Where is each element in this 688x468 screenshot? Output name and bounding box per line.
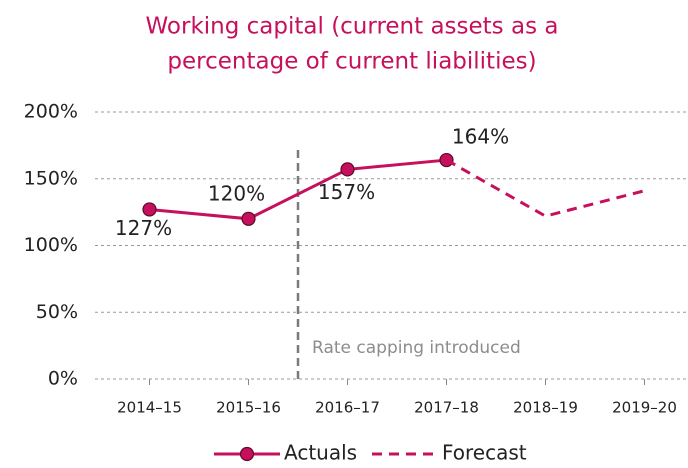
marker bbox=[340, 162, 355, 177]
chart-title: Working capital (current assets as a bbox=[146, 14, 559, 40]
data-label: 164% bbox=[452, 125, 509, 149]
series-line bbox=[445, 158, 645, 218]
x-tick-label: 2018–19 bbox=[513, 399, 578, 417]
x-tick-label: 2017–18 bbox=[414, 399, 479, 417]
y-tick-label: 150% bbox=[24, 167, 78, 189]
y-tick-label: 0% bbox=[48, 368, 78, 390]
series-line bbox=[149, 158, 447, 221]
data-label: 127% bbox=[115, 216, 172, 240]
x-tick-label: 2016–17 bbox=[315, 399, 380, 417]
x-tick-label: 2014–15 bbox=[117, 399, 182, 417]
marker bbox=[142, 202, 157, 217]
data-label: 157% bbox=[318, 180, 375, 204]
legend-label: Actuals bbox=[284, 441, 357, 465]
x-tick-label: 2019–20 bbox=[612, 399, 677, 417]
chart-title: percentage of current liabilities) bbox=[167, 49, 536, 75]
y-tick-label: 200% bbox=[24, 101, 78, 123]
legend-label: Forecast bbox=[442, 441, 527, 465]
marker bbox=[241, 211, 256, 226]
x-tick-label: 2015–16 bbox=[216, 399, 281, 417]
y-tick-label: 100% bbox=[24, 234, 78, 256]
data-label: 120% bbox=[208, 181, 265, 205]
legend-marker bbox=[239, 446, 255, 462]
y-tick-label: 50% bbox=[36, 301, 78, 323]
annotation: Rate capping introduced bbox=[312, 338, 521, 358]
